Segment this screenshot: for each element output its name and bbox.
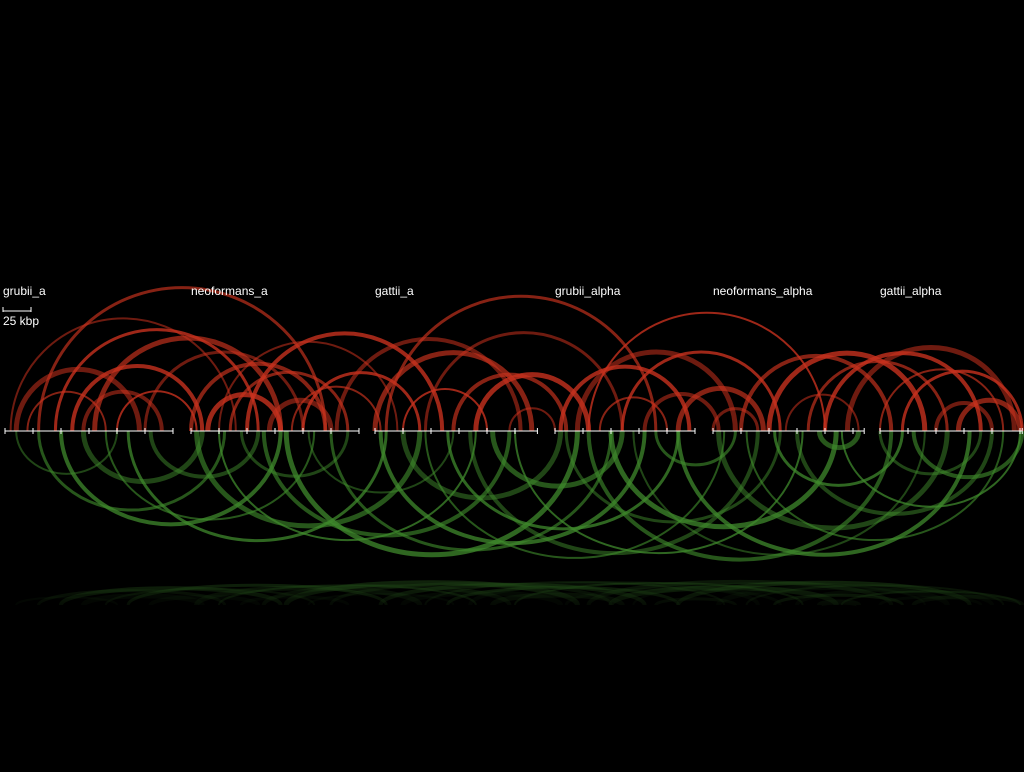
upper-arc-43 (955, 397, 1023, 432)
lower-arc-24 (632, 430, 926, 556)
lower-arc-33 (878, 430, 983, 476)
upper-arc-32 (587, 311, 826, 432)
upper-arc-35 (766, 350, 928, 432)
lower-arc-0 (15, 430, 118, 475)
upper-arc-18 (334, 337, 523, 432)
reflection-fade (0, 560, 1024, 620)
upper-arc-39 (844, 345, 1017, 432)
lower-arc-20 (514, 430, 804, 555)
lower-arc-12 (307, 430, 455, 494)
lower-arc-5 (126, 430, 388, 543)
upper-arc-29 (620, 350, 782, 432)
lower-arc-32 (840, 430, 1021, 508)
upper-arc-7 (92, 335, 284, 432)
lower-arc-23 (608, 430, 839, 530)
lower-arc-34 (911, 430, 1024, 480)
upper-arc-28 (598, 396, 668, 432)
upper-arc-36 (784, 393, 860, 432)
lower-arc-6 (148, 430, 261, 479)
upper-arc-31 (675, 385, 766, 432)
upper-arc-10 (189, 361, 328, 432)
sequence-axes (4, 428, 1023, 434)
upper-arc-6 (81, 389, 164, 432)
upper-arc-27 (574, 349, 738, 432)
upper-arc-21 (423, 331, 624, 432)
lower-arc-25 (654, 430, 737, 467)
upper-arc-9 (143, 350, 305, 432)
sequence-label-grubii-alpha: grubii_alpha (555, 284, 621, 298)
upper-arc-0 (9, 317, 237, 432)
upper-arc-15 (266, 397, 334, 432)
scale-bar-label: 25 kbp (3, 314, 40, 328)
upper-arc-19 (372, 350, 535, 432)
upper-arc-5 (53, 328, 260, 432)
upper-arc-34 (739, 353, 894, 432)
sequence-label-grubii-a: grubii_a (3, 284, 46, 298)
upper-arc-30 (642, 392, 721, 432)
lower-arc-31 (816, 430, 862, 451)
upper-arc-42 (934, 401, 994, 432)
upper-arc-40 (879, 368, 1005, 432)
sequence-label-neoformans-a: neoformans_a (191, 284, 268, 298)
upper-arc-20 (402, 388, 488, 432)
upper-arc-26 (558, 364, 692, 432)
lower-arc-1 (37, 430, 227, 512)
scale-bar (2, 307, 32, 312)
lower-arc-17 (446, 430, 680, 531)
lower-arc-19 (490, 430, 625, 489)
upper-arc-24 (508, 407, 556, 432)
lower-arc-26 (676, 430, 972, 557)
upper-arc-group (9, 286, 1024, 432)
lower-arc-group (15, 430, 1024, 562)
sequence-label-gattii-a: gattii_a (375, 284, 414, 298)
sequence-label-neoformans-alpha: neoformans_alpha (713, 284, 813, 298)
upper-arc-41 (900, 369, 1024, 432)
lower-arc-16 (424, 430, 726, 559)
upper-arc-22 (451, 372, 569, 432)
upper-arc-33 (711, 407, 760, 432)
lower-arc-2 (59, 430, 283, 527)
lower-arc-15 (400, 430, 564, 501)
upper-arc-14 (245, 331, 445, 432)
sequence-label-gattii-alpha: gattii_alpha (880, 284, 942, 298)
upper-arc-37 (806, 360, 949, 432)
lower-arc-28 (745, 430, 1005, 541)
upper-arc-1 (37, 286, 327, 432)
upper-arc-4 (26, 390, 107, 432)
lower-arc-8 (218, 430, 477, 542)
lower-arc-30 (795, 430, 994, 516)
upper-arc-17 (301, 371, 422, 432)
lower-arc-10 (261, 430, 512, 538)
lower-arc-29 (773, 430, 904, 487)
lower-arc-4 (104, 430, 316, 521)
lower-arc-21 (564, 430, 782, 524)
lower-arc-13 (329, 430, 613, 552)
lower-arc-7 (194, 430, 423, 529)
